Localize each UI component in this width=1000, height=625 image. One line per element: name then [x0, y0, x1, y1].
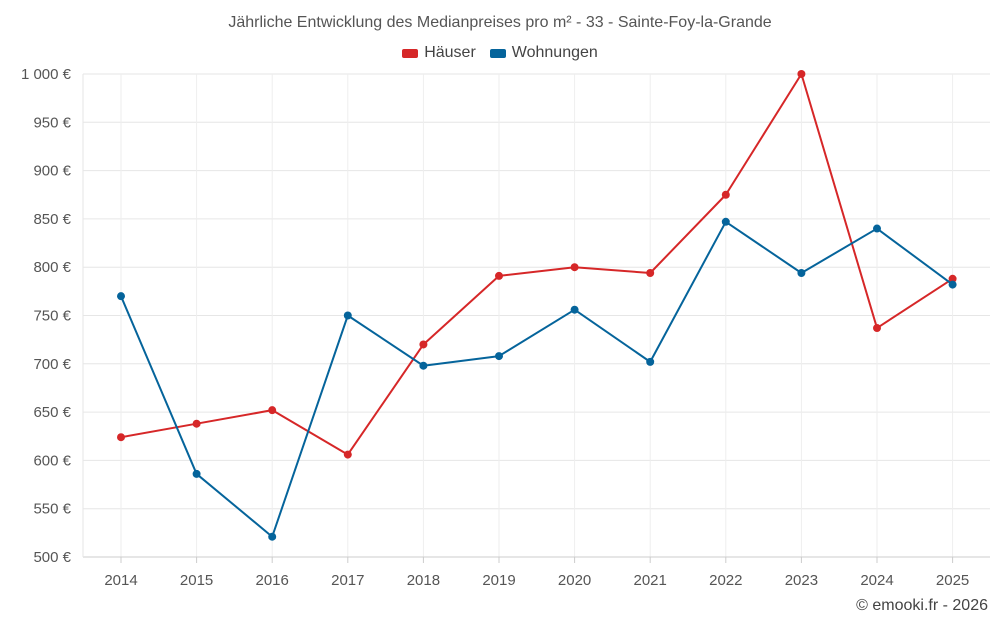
y-tick-label: 1 000 €	[21, 66, 72, 83]
x-tick-label: 2023	[785, 572, 818, 589]
legend-label-wohnungen: Wohnungen	[511, 44, 598, 61]
y-tick-label: 850 €	[33, 211, 71, 228]
x-tick-label: 2022	[709, 572, 742, 589]
data-point-wohnungen	[117, 292, 125, 301]
data-point-haeuser	[721, 190, 730, 199]
credit-text: © emooki.fr - 2026	[856, 597, 988, 614]
y-tick-label: 600 €	[33, 452, 71, 469]
x-tick-label: 2021	[634, 572, 667, 589]
chart-title: Jährliche Entwicklung des Medianpreises …	[228, 14, 772, 31]
legend-item-haeuser[interactable]: Häuser	[402, 44, 476, 62]
y-tick-label: 900 €	[33, 163, 71, 180]
data-point-haeuser	[646, 268, 655, 277]
y-tick-label: 800 €	[33, 259, 71, 276]
legend-label-haeuser: Häuser	[424, 44, 476, 61]
data-point-haeuser	[343, 450, 352, 459]
legend: Häuser Wohnungen	[0, 44, 1000, 62]
data-point-wohnungen	[570, 305, 579, 314]
data-point-wohnungen	[268, 532, 277, 541]
x-tick-label: 2015	[180, 572, 213, 589]
data-point-wohnungen	[873, 224, 881, 233]
data-point-haeuser	[495, 271, 503, 280]
data-point-haeuser	[948, 274, 957, 283]
data-point-wohnungen	[721, 217, 730, 226]
legend-swatch-wohnungen	[489, 48, 506, 58]
y-tick-label: 550 €	[33, 501, 71, 518]
y-tick-label: 700 €	[33, 356, 71, 373]
y-tick-label: 750 €	[33, 308, 71, 325]
x-tick-label: 2018	[407, 572, 440, 589]
data-point-haeuser	[797, 70, 806, 78]
series-line-wohnungen	[120, 220, 954, 538]
data-point-wohnungen	[646, 357, 655, 366]
x-tick-label: 2025	[936, 572, 969, 589]
data-point-haeuser	[570, 263, 579, 272]
y-tick-label: 950 €	[33, 114, 71, 131]
x-tick-label: 2016	[256, 572, 289, 589]
data-point-haeuser	[419, 340, 428, 349]
data-point-haeuser	[192, 419, 201, 428]
x-tick-label: 2020	[558, 572, 591, 589]
x-tick-label: 2017	[331, 572, 364, 589]
data-point-haeuser	[268, 406, 277, 415]
data-point-wohnungen	[948, 280, 957, 289]
legend-item-wohnungen[interactable]: Wohnungen	[489, 44, 598, 62]
x-tick-label: 2019	[482, 572, 515, 589]
x-tick-label: 2014	[104, 572, 137, 589]
x-tick-label: 2024	[860, 572, 893, 589]
data-point-wohnungen	[192, 469, 201, 478]
y-tick-label: 650 €	[33, 404, 71, 421]
legend-swatch-haeuser	[402, 48, 419, 58]
series-line-haeuser	[120, 73, 954, 456]
data-point-wohnungen	[797, 268, 806, 277]
data-point-haeuser	[117, 433, 125, 442]
y-tick-label: 500 €	[33, 549, 71, 566]
data-point-wohnungen	[343, 311, 352, 320]
data-point-wohnungen	[495, 352, 503, 361]
data-point-wohnungen	[419, 361, 428, 370]
data-point-haeuser	[873, 324, 881, 333]
